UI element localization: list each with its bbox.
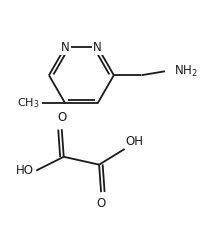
Text: HO: HO <box>16 164 34 177</box>
Text: N: N <box>61 41 70 54</box>
Text: N: N <box>93 41 102 54</box>
Text: O: O <box>57 111 66 124</box>
Text: CH$_3$: CH$_3$ <box>17 96 40 110</box>
Text: NH$_2$: NH$_2$ <box>174 64 198 79</box>
Text: OH: OH <box>126 135 144 148</box>
Text: O: O <box>96 197 106 210</box>
